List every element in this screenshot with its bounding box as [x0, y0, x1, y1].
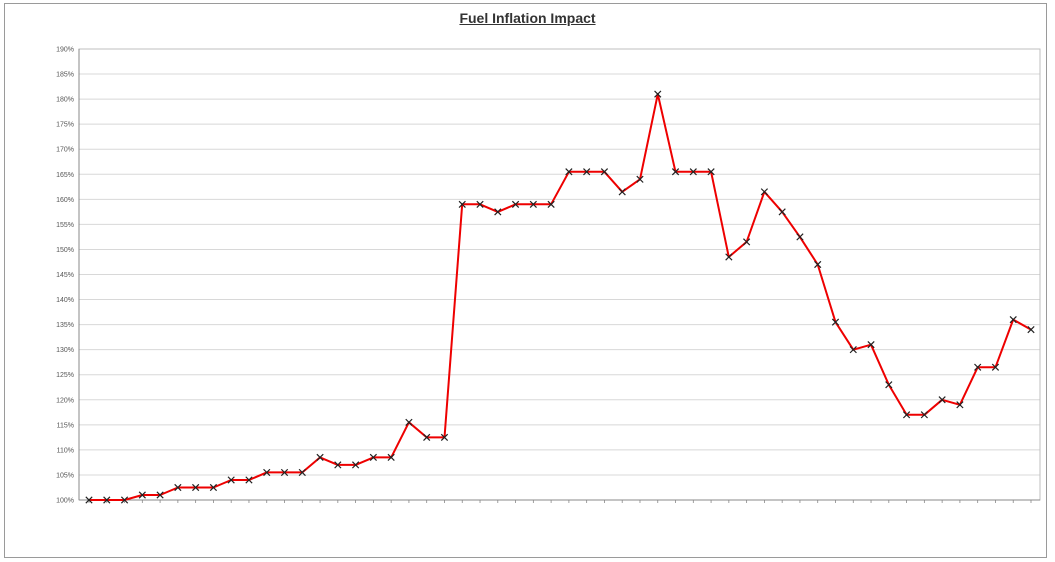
data-point-marker	[511, 200, 520, 208]
y-tick-label: 120%	[56, 397, 74, 404]
data-point-marker	[369, 453, 378, 462]
y-tick-label: 165%	[56, 172, 74, 179]
data-point-marker	[280, 468, 289, 477]
data-point-marker	[174, 483, 182, 492]
y-tick-label: 125%	[56, 372, 74, 379]
data-point-marker	[814, 260, 822, 269]
data-point-marker	[156, 491, 164, 499]
data-point-marker	[440, 433, 449, 441]
y-tick-label: 105%	[56, 472, 74, 479]
data-point-marker	[618, 188, 626, 196]
data-point-marker	[458, 200, 466, 208]
data-point-marker	[351, 461, 360, 469]
data-point-marker	[565, 168, 573, 176]
data-point-marker	[547, 200, 555, 208]
data-point-marker	[298, 468, 306, 477]
data-point-marker	[120, 496, 129, 504]
data-point-marker	[1009, 315, 1017, 324]
data-point-marker	[654, 90, 662, 98]
data-point-marker	[920, 411, 928, 419]
data-point-marker	[583, 168, 591, 176]
data-point-marker	[316, 453, 324, 462]
data-point-marker	[831, 318, 840, 326]
data-point-marker	[600, 168, 609, 176]
data-point-marker	[796, 233, 804, 241]
data-point-marker	[725, 253, 733, 261]
y-tick-label: 140%	[56, 297, 74, 304]
data-point-marker	[938, 396, 946, 404]
data-point-marker	[209, 483, 218, 492]
y-tick-label: 130%	[56, 347, 74, 354]
data-point-marker	[778, 208, 786, 216]
y-tick-label: 100%	[56, 498, 74, 505]
data-point-marker	[476, 200, 484, 208]
y-tick-label: 185%	[56, 72, 74, 79]
data-point-marker	[227, 476, 235, 484]
y-tick-label: 145%	[56, 272, 74, 279]
data-point-marker	[103, 496, 111, 504]
data-point-marker	[991, 363, 1000, 371]
data-point-marker	[902, 411, 911, 419]
y-tick-label: 170%	[56, 147, 74, 154]
data-point-marker	[494, 208, 502, 216]
y-tick-label: 175%	[56, 122, 74, 129]
data-point-marker	[956, 401, 964, 409]
data-point-marker	[138, 491, 146, 499]
y-tick-label: 110%	[57, 447, 74, 454]
y-tick-label: 115%	[57, 422, 74, 429]
y-tick-label: 160%	[56, 197, 74, 204]
y-tick-label: 155%	[56, 222, 74, 229]
data-point-marker	[192, 483, 200, 492]
chart-title: Fuel Inflation Impact	[459, 10, 596, 26]
data-point-marker	[974, 363, 982, 371]
y-tick-label: 190%	[56, 47, 74, 54]
data-point-marker	[671, 168, 680, 176]
data-point-marker	[423, 433, 431, 441]
data-point-marker	[245, 476, 253, 484]
y-tick-label: 135%	[56, 322, 74, 329]
data-point-marker	[760, 188, 769, 196]
data-point-marker	[387, 453, 395, 462]
data-point-marker	[885, 381, 893, 389]
data-point-marker	[85, 496, 93, 504]
data-point-marker	[405, 418, 413, 426]
data-point-marker	[849, 346, 857, 354]
y-tick-label: 150%	[56, 247, 74, 254]
y-tick-label: 180%	[56, 97, 74, 104]
data-point-marker	[334, 461, 342, 469]
data-point-marker	[742, 238, 751, 246]
data-point-marker	[529, 200, 537, 208]
data-point-marker	[707, 168, 715, 176]
data-point-marker	[689, 168, 697, 176]
chart-frame	[4, 3, 1047, 558]
data-point-marker	[867, 341, 875, 349]
series-line	[89, 93, 1032, 501]
data-point-marker	[263, 468, 271, 477]
data-point-marker	[636, 175, 644, 183]
data-point-marker	[1027, 325, 1035, 334]
